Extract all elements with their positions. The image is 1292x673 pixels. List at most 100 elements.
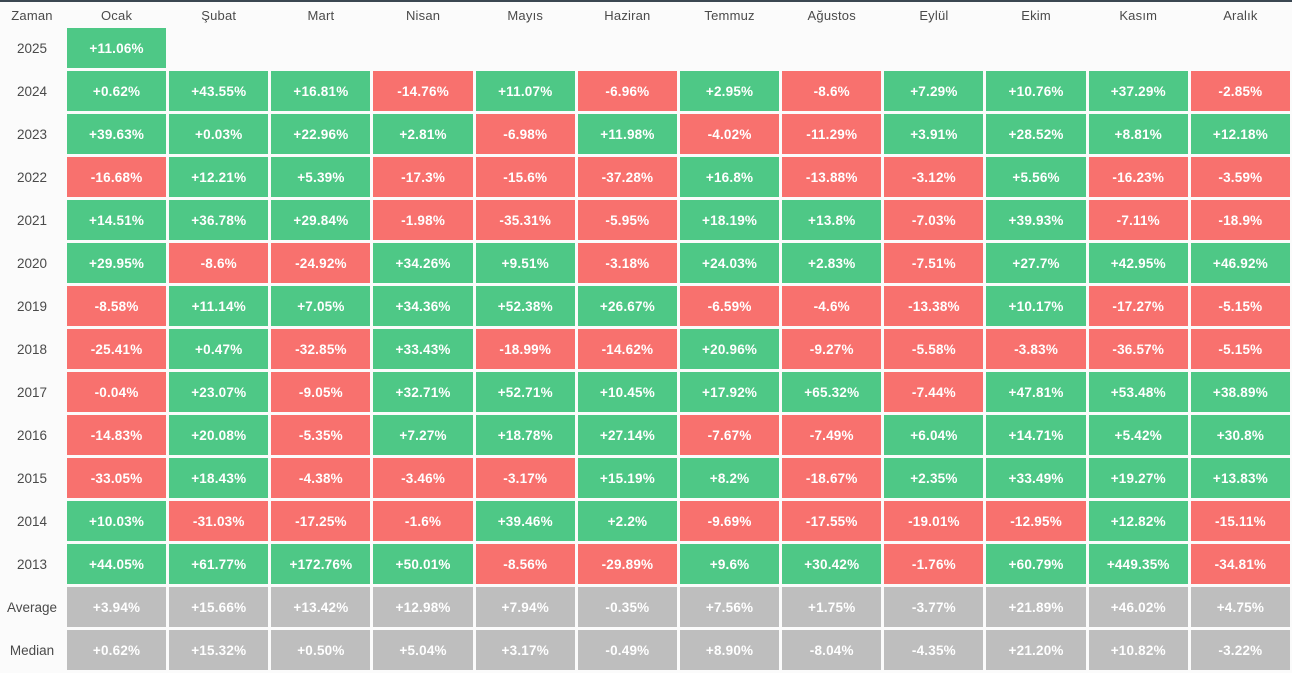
return-cell: +42.95% bbox=[1088, 243, 1188, 283]
return-cell: -18.99% bbox=[475, 329, 575, 369]
row-label: 2023 bbox=[16, 126, 48, 142]
return-cell: -18.67% bbox=[782, 458, 882, 498]
return-cell: +12.18% bbox=[1190, 114, 1290, 154]
return-cell: -3.22% bbox=[1190, 630, 1290, 670]
return-cell: -2.85% bbox=[1190, 71, 1290, 111]
return-cell: +38.89% bbox=[1190, 372, 1290, 412]
return-cell: -7.67% bbox=[679, 415, 780, 455]
return-cell: +13.8% bbox=[782, 200, 882, 240]
return-cell: +0.47% bbox=[169, 329, 269, 369]
return-cell: +14.71% bbox=[986, 415, 1086, 455]
return-cell: +18.78% bbox=[475, 415, 575, 455]
month-header: Ağustos bbox=[807, 7, 856, 23]
row-label: 2022 bbox=[16, 169, 48, 185]
return-cell: +0.62% bbox=[67, 630, 167, 670]
return-cell: +8.2% bbox=[679, 458, 780, 498]
return-cell: -31.03% bbox=[169, 501, 269, 541]
table-row: 2021 +14.51% +36.78% +29.84% -1.98% -35.31% -5… bbox=[0, 200, 1292, 240]
return-cell: +1.75% bbox=[782, 587, 882, 627]
return-cell: -18.9% bbox=[1190, 200, 1290, 240]
empty-cell bbox=[884, 28, 983, 68]
return-cell: +9.6% bbox=[679, 544, 780, 584]
return-cell: +172.76% bbox=[271, 544, 371, 584]
return-cell: +5.04% bbox=[373, 630, 473, 670]
return-cell: +8.81% bbox=[1088, 114, 1188, 154]
return-cell: +27.7% bbox=[986, 243, 1086, 283]
row-label: 2015 bbox=[16, 470, 48, 486]
empty-cell bbox=[1089, 28, 1188, 68]
month-header: Temmuz bbox=[704, 7, 755, 23]
empty-cell bbox=[578, 28, 677, 68]
table-row: 2016 -14.83% +20.08% -5.35% +7.27% +18.78% +27… bbox=[0, 415, 1292, 455]
return-cell: +2.95% bbox=[679, 71, 780, 111]
return-cell: +30.8% bbox=[1190, 415, 1290, 455]
return-cell: -9.05% bbox=[271, 372, 371, 412]
return-cell: -16.23% bbox=[1088, 157, 1188, 197]
return-cell: -8.56% bbox=[475, 544, 575, 584]
return-cell: -5.15% bbox=[1190, 329, 1290, 369]
empty-cell bbox=[1191, 28, 1290, 68]
table-row: 2015 -33.05% +18.43% -4.38% -3.46% -3.17% +15.… bbox=[0, 458, 1292, 498]
return-cell: +60.79% bbox=[986, 544, 1086, 584]
return-cell: +20.96% bbox=[679, 329, 780, 369]
table-row: Median +0.62% +15.32% +0.50% +5.04% +3.17% -0.… bbox=[0, 630, 1292, 670]
return-cell: -14.83% bbox=[67, 415, 167, 455]
return-cell: +37.29% bbox=[1088, 71, 1188, 111]
return-cell: +7.05% bbox=[271, 286, 371, 326]
return-cell: -0.04% bbox=[67, 372, 167, 412]
return-cell: -5.95% bbox=[577, 200, 677, 240]
return-cell: +5.42% bbox=[1088, 415, 1188, 455]
row-label: 2017 bbox=[16, 384, 48, 400]
return-cell: +19.27% bbox=[1088, 458, 1188, 498]
return-cell: -13.38% bbox=[884, 286, 984, 326]
time-column-header: Zaman bbox=[11, 7, 53, 23]
return-cell: -12.95% bbox=[986, 501, 1086, 541]
return-cell: -4.6% bbox=[782, 286, 882, 326]
return-cell: -13.88% bbox=[782, 157, 882, 197]
table-row: 2013 +44.05% +61.77% +172.76% +50.01% -8.56% -… bbox=[0, 544, 1292, 584]
table-row: 2024 +0.62% +43.55% +16.81% -14.76% +11.07% -6… bbox=[0, 71, 1292, 111]
row-label: 2016 bbox=[16, 427, 48, 443]
return-cell: -35.31% bbox=[475, 200, 575, 240]
return-cell: +5.39% bbox=[271, 157, 371, 197]
row-label: Median bbox=[9, 642, 55, 658]
return-cell: -3.18% bbox=[577, 243, 677, 283]
return-cell: +29.84% bbox=[271, 200, 371, 240]
return-cell: +21.20% bbox=[986, 630, 1086, 670]
return-cell: +39.63% bbox=[67, 114, 167, 154]
return-cell: +7.27% bbox=[373, 415, 473, 455]
return-cell: -17.3% bbox=[373, 157, 473, 197]
return-cell: +18.43% bbox=[169, 458, 269, 498]
table-header-row: Zaman Ocak Şubat Mart Nisan Mayıs Haziran Temm… bbox=[0, 2, 1292, 28]
return-cell: -9.69% bbox=[679, 501, 780, 541]
empty-cell bbox=[680, 28, 779, 68]
return-cell: -32.85% bbox=[271, 329, 371, 369]
return-cell: +10.03% bbox=[67, 501, 167, 541]
return-cell: -33.05% bbox=[67, 458, 167, 498]
month-header: Ekim bbox=[1021, 7, 1051, 23]
row-label: Average bbox=[6, 599, 58, 615]
return-cell: +47.81% bbox=[986, 372, 1086, 412]
return-cell: +2.81% bbox=[373, 114, 473, 154]
return-cell: -17.55% bbox=[782, 501, 882, 541]
return-cell: +13.83% bbox=[1190, 458, 1290, 498]
return-cell: -4.35% bbox=[884, 630, 984, 670]
return-cell: +30.42% bbox=[782, 544, 882, 584]
month-header: Kasım bbox=[1119, 7, 1158, 23]
return-cell: +10.82% bbox=[1088, 630, 1188, 670]
return-cell: +12.82% bbox=[1088, 501, 1188, 541]
month-header: Mart bbox=[307, 7, 335, 23]
return-cell: +18.19% bbox=[679, 200, 780, 240]
return-cell: +449.35% bbox=[1088, 544, 1188, 584]
return-cell: -34.81% bbox=[1190, 544, 1290, 584]
return-cell: +0.03% bbox=[169, 114, 269, 154]
row-label: 2020 bbox=[16, 255, 48, 271]
return-cell: +10.17% bbox=[986, 286, 1086, 326]
return-cell: -4.02% bbox=[679, 114, 780, 154]
return-cell: +11.14% bbox=[169, 286, 269, 326]
return-cell: +2.35% bbox=[884, 458, 984, 498]
return-cell: +13.42% bbox=[271, 587, 371, 627]
return-cell: +28.52% bbox=[986, 114, 1086, 154]
return-cell: +27.14% bbox=[577, 415, 677, 455]
return-cell: +8.90% bbox=[679, 630, 780, 670]
